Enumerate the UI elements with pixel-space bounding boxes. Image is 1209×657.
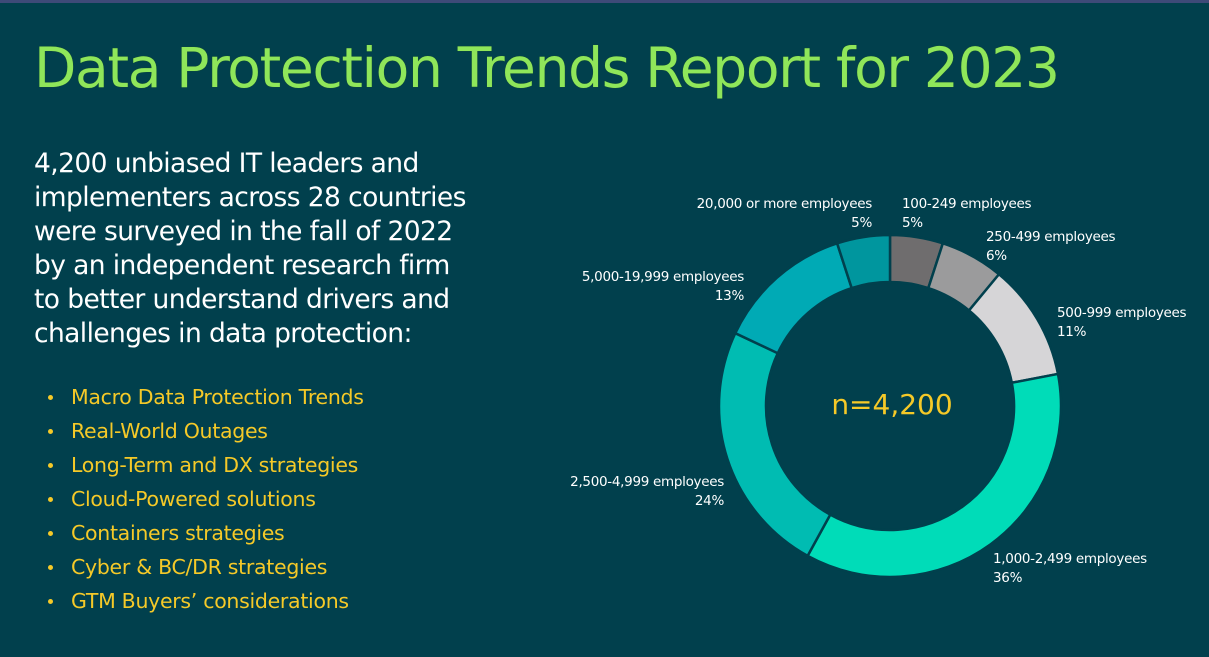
- intro-line: implementers across 28 countries: [34, 182, 466, 213]
- topic-item: Cyber & BC/DR strategies: [48, 550, 364, 584]
- slice-value-label: 11%: [1057, 324, 1087, 340]
- bullet-icon: [48, 497, 53, 502]
- slice-category-label: 20,000 or more employees: [697, 196, 873, 212]
- slice-value-label: 36%: [993, 570, 1023, 586]
- intro-line: challenges in data protection:: [34, 318, 412, 349]
- slice-value-label: 5%: [902, 215, 923, 231]
- topic-item: Containers strategies: [48, 516, 364, 550]
- topic-label: Macro Data Protection Trends: [71, 385, 364, 409]
- slice-value-label: 13%: [715, 288, 745, 304]
- intro-line: by an independent research firm: [34, 250, 450, 281]
- slice-category-label: 100-249 employees: [902, 196, 1032, 212]
- donut-slice: [835, 233, 892, 290]
- slice-category-label: 2,500-4,999 employees: [570, 474, 724, 490]
- center-sample-size: n=4,200: [831, 388, 952, 421]
- bullet-icon: [48, 395, 53, 400]
- donut-slice: [805, 372, 1063, 579]
- topic-label: Long-Term and DX strategies: [71, 453, 359, 477]
- slice-category-label: 500-999 employees: [1057, 305, 1187, 321]
- slice-value-label: 5%: [851, 215, 872, 231]
- intro-line: were surveyed in the fall of 2022: [34, 216, 453, 247]
- bullet-icon: [48, 463, 53, 468]
- slice-value-label: 6%: [986, 248, 1007, 264]
- topic-label: Real-World Outages: [71, 419, 268, 443]
- topic-item: Cloud-Powered solutions: [48, 482, 364, 516]
- topics-list: Macro Data Protection Trends Real-World …: [48, 380, 364, 618]
- bullet-icon: [48, 599, 53, 604]
- page-title: Data Protection Trends Report for 2023: [34, 36, 1060, 100]
- slice-value-label: 24%: [695, 493, 725, 509]
- slice-category-label: 1,000-2,499 employees: [993, 551, 1147, 567]
- bullet-icon: [48, 565, 53, 570]
- topic-label: Cyber & BC/DR strategies: [71, 555, 328, 579]
- bullet-icon: [48, 429, 53, 434]
- topic-item: Long-Term and DX strategies: [48, 448, 364, 482]
- topic-item: Real-World Outages: [48, 414, 364, 448]
- slice-category-label: 250-499 employees: [986, 229, 1116, 245]
- intro-line: 4,200 unbiased IT leaders and: [34, 148, 419, 179]
- bullet-icon: [48, 531, 53, 536]
- donut-labels: 100-249 employees 5% 250-499 employees 6% 50…: [570, 196, 1187, 586]
- donut-slices: [717, 233, 1063, 579]
- slice-category-label: 5,000-19,999 employees: [582, 269, 744, 285]
- topic-label: Containers strategies: [71, 521, 285, 545]
- topic-item: GTM Buyers’ considerations: [48, 584, 364, 618]
- donut-slice: [717, 331, 832, 558]
- topic-item: Macro Data Protection Trends: [48, 380, 364, 414]
- top-border: [0, 0, 1209, 3]
- topic-label: Cloud-Powered solutions: [71, 487, 316, 511]
- intro-line: to better understand drivers and: [34, 284, 450, 315]
- intro-paragraph: 4,200 unbiased IT leaders and implemente…: [34, 147, 554, 351]
- donut-slice: [733, 241, 854, 355]
- topic-label: GTM Buyers’ considerations: [71, 589, 349, 613]
